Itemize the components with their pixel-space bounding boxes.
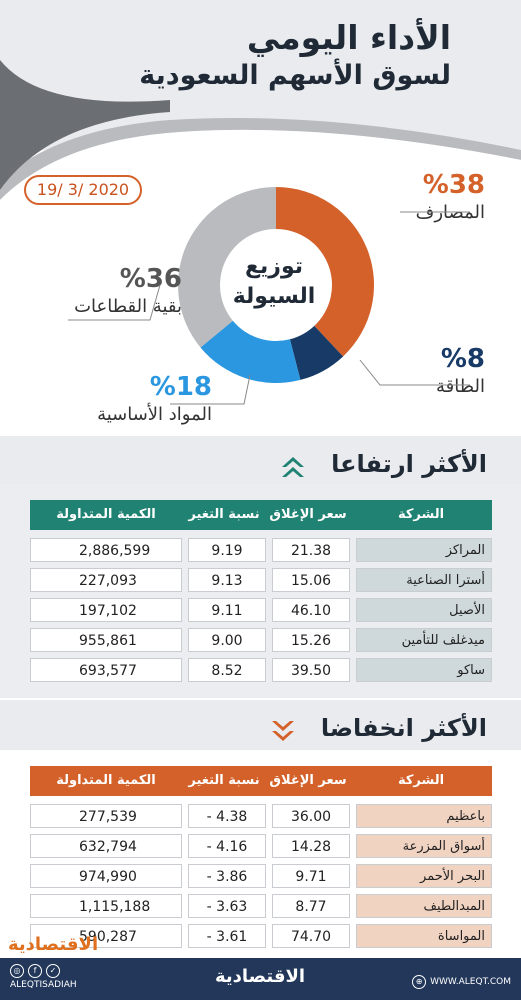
cell-change: 9.19 [188, 538, 266, 562]
donut-hole [222, 231, 330, 339]
cell-name: البحر الأحمر [356, 864, 492, 888]
column-header: الكمية المتداولة [56, 773, 156, 788]
cell-volume: 590,287 [30, 924, 182, 948]
donut-slice [276, 187, 374, 357]
cell-name: باعظيم [356, 804, 492, 828]
cell-volume: 693,577 [30, 658, 182, 682]
website-url: WWW.ALEQT.COM [430, 977, 511, 987]
slice-label-others: %36 بقية القطاعات [62, 264, 182, 317]
cell-name: المواساة [356, 924, 492, 948]
cell-close: 36.00 [272, 804, 350, 828]
cell-close: 21.38 [272, 538, 350, 562]
cell-close: 15.26 [272, 628, 350, 652]
cell-volume: 197,102 [30, 598, 182, 622]
table-row: ميدغلف للتأمين 15.26 9.00 955,861 [30, 628, 492, 652]
cell-close: 46.10 [272, 598, 350, 622]
losers-table-header: الشركة سعر الإغلاق نسبة التغير % الكمية الم… [30, 766, 492, 818]
slice-label-energy: %8 الطاقة [436, 344, 485, 397]
cell-name: المبدالطيف [356, 894, 492, 918]
page-subtitle: لسوق الأسهم السعودية [139, 60, 451, 91]
brand-logo: الاقتصادية [8, 934, 99, 955]
losers-title: الأكثر انخفاضا [320, 714, 487, 742]
table-row: البحر الأحمر 9.71 3.86 -974,990 [30, 864, 492, 888]
table-row: المواساة 74.70 3.61 -590,287 [30, 924, 492, 948]
page-title: الأداء اليومي [246, 18, 451, 57]
double-chevron-down-icon [272, 721, 294, 741]
cell-volume: 2,886,599 [30, 538, 182, 562]
cell-name: أسترا الصناعية [356, 568, 492, 592]
donut-slice [289, 325, 344, 380]
cell-change: 3.86 - [188, 864, 266, 888]
cell-close: 9.71 [272, 864, 350, 888]
cell-close: 14.28 [272, 834, 350, 858]
cell-close: 8.77 [272, 894, 350, 918]
column-header: نسبة التغير % [188, 773, 260, 818]
cell-name: ميدغلف للتأمين [356, 628, 492, 652]
cell-close: 39.50 [272, 658, 350, 682]
cell-volume: 1,115,188 [30, 894, 182, 918]
slice-name: المواد الأساسية [97, 404, 212, 425]
cell-change: 9.11 [188, 598, 266, 622]
footer-bar [0, 958, 521, 1000]
cell-volume: 632,794 [30, 834, 182, 858]
social-block: ◎ f ✓ ALEQTISADIAH [10, 964, 77, 990]
leader-lines [68, 211, 470, 405]
cell-volume: 955,861 [30, 628, 182, 652]
table-row: المبدالطيف 8.77 3.63 -1,115,188 [30, 894, 492, 918]
slice-name: الطاقة [436, 376, 485, 397]
cell-change: 3.63 - [188, 894, 266, 918]
slice-pct: %38 [422, 170, 485, 200]
losers-table: الشركة سعر الإغلاق نسبة التغير % الكمية الم… [0, 750, 521, 958]
slice-pct: %18 [149, 372, 212, 402]
column-header: الشركة [397, 773, 445, 788]
instagram-icon: ◎ [10, 964, 24, 978]
table-row: باعظيم 36.00 4.38 -277,539 [30, 804, 492, 828]
column-header: نسبة التغير % [188, 507, 260, 552]
column-header: الكمية المتداولة [56, 507, 156, 522]
twitter-icon: ✓ [46, 964, 60, 978]
gainers-title: الأكثر ارتفاعا [331, 450, 487, 478]
donut-slice [178, 187, 276, 348]
globe-icon: ⊕ [412, 975, 427, 989]
column-header: الشركة [397, 507, 445, 522]
table-row: أسترا الصناعية 15.06 9.13 227,093 [30, 568, 492, 592]
cell-change: 4.16 - [188, 834, 266, 858]
footer-brand: الاقتصادية [214, 966, 306, 987]
cell-close: 74.70 [272, 924, 350, 948]
table-row: الأصيل 46.10 9.11 197,102 [30, 598, 492, 622]
cell-name: الأصيل [356, 598, 492, 622]
liquidity-donut-chart [178, 187, 374, 383]
cell-close: 15.06 [272, 568, 350, 592]
table-row: المراكز 21.38 9.19 2,886,599 [30, 538, 492, 562]
double-chevron-up-icon [282, 457, 304, 477]
social-handle: ALEQTISADIAH [10, 980, 77, 990]
cell-change: 9.13 [188, 568, 266, 592]
gainers-table-header: الشركة سعر الإغلاق نسبة التغير % الكمية الم… [30, 500, 492, 552]
cell-name: أسواق المزرعة [356, 834, 492, 858]
date-badge: 19/ 3/ 2020 [24, 175, 142, 205]
slice-pct: %36 [119, 264, 182, 294]
cell-change: 4.38 - [188, 804, 266, 828]
facebook-icon: f [28, 964, 42, 978]
donut-center-label: توزيع السيولة [232, 254, 316, 309]
cell-volume: 227,093 [30, 568, 182, 592]
cell-volume: 974,990 [30, 864, 182, 888]
cell-change: 9.00 [188, 628, 266, 652]
cell-name: المراكز [356, 538, 492, 562]
column-header: سعر الإغلاق [269, 507, 347, 522]
slice-label-banks: %38 المصارف [416, 170, 485, 223]
gainers-table: الشركة سعر الإغلاق نسبة التغير % الكمية الم… [0, 484, 521, 698]
table-row: أسواق المزرعة 14.28 4.16 -632,794 [30, 834, 492, 858]
cell-volume: 277,539 [30, 804, 182, 828]
slice-label-materials: %18 المواد الأساسية [62, 372, 212, 425]
website-block: ⊕ WWW.ALEQT.COM [412, 975, 511, 989]
cell-name: ساكو [356, 658, 492, 682]
cell-change: 8.52 [188, 658, 266, 682]
donut-slice [200, 320, 301, 383]
column-header: سعر الإغلاق [269, 773, 347, 788]
table-row: ساكو 39.50 8.52 693,577 [30, 658, 492, 682]
slice-pct: %8 [440, 344, 485, 374]
cell-change: 3.61 - [188, 924, 266, 948]
